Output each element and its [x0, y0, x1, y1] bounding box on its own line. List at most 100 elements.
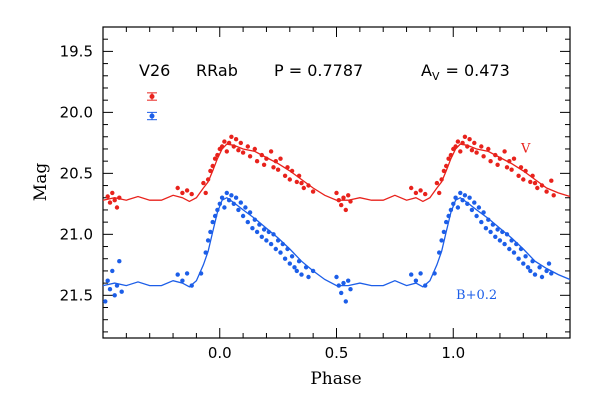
data-point-b — [446, 213, 451, 219]
data-point-b — [299, 272, 304, 277]
data-point-v — [278, 156, 283, 161]
data-point-b — [497, 238, 503, 243]
data-point-b — [296, 259, 302, 264]
data-point-b — [247, 210, 253, 215]
data-point-v — [310, 189, 316, 194]
x-tick-label: 0.5 — [325, 344, 349, 362]
data-point-b — [119, 289, 124, 294]
data-point-b — [268, 241, 274, 247]
data-point-v — [455, 139, 461, 144]
data-point-v — [413, 190, 419, 196]
data-point-b — [184, 271, 190, 276]
data-point-b — [107, 287, 113, 292]
data-point-b — [117, 259, 122, 264]
x-tick-label: 0.0 — [208, 344, 232, 362]
data-point-b — [243, 205, 248, 210]
data-point-b — [458, 190, 463, 196]
data-point-v — [469, 148, 475, 153]
data-point-b — [413, 278, 419, 283]
data-point-b — [460, 198, 465, 203]
data-point-b — [212, 213, 218, 219]
data-point-b — [439, 238, 444, 243]
data-point-b — [521, 261, 526, 266]
data-point-v — [117, 195, 122, 200]
data-point-b — [495, 227, 500, 232]
data-point-v — [444, 163, 449, 169]
data-point-v — [434, 180, 440, 186]
data-point-v — [460, 140, 465, 146]
data-point-b — [539, 274, 545, 280]
data-point-b — [500, 229, 505, 235]
data-point-v — [439, 177, 444, 182]
data-point-v — [551, 193, 556, 198]
data-point-v — [343, 207, 348, 213]
data-point-b — [238, 200, 243, 205]
data-point-v — [348, 199, 353, 204]
data-point-b — [278, 250, 283, 255]
data-point-v — [180, 190, 185, 196]
data-point-v — [495, 162, 500, 167]
data-point-v — [446, 156, 451, 161]
data-point-b — [418, 271, 423, 276]
data-point-b — [523, 254, 528, 259]
data-point-v — [208, 168, 213, 174]
data-point-b — [493, 234, 498, 239]
data-point-b — [287, 261, 292, 266]
data-point-v — [184, 188, 190, 193]
data-point-v — [275, 167, 281, 172]
data-point-b — [189, 283, 194, 288]
data-point-b — [266, 229, 271, 235]
data-point-b — [409, 272, 414, 277]
data-point-b — [208, 229, 213, 235]
data-point-b — [264, 238, 269, 243]
data-point-v — [523, 168, 528, 174]
data-point-b — [465, 201, 470, 206]
data-point-v — [240, 150, 246, 155]
data-point-b — [530, 259, 535, 264]
data-point-v — [462, 134, 468, 139]
fit-curves — [102, 143, 571, 288]
header-star: V26 — [139, 61, 170, 80]
data-point-v — [486, 146, 491, 152]
data-point-v — [441, 168, 447, 174]
data-point-b — [236, 207, 241, 213]
data-point-v — [189, 191, 194, 197]
data-point-v — [107, 200, 113, 205]
data-point-v — [339, 202, 344, 208]
data-point-v — [203, 190, 208, 196]
errorbar-dot — [149, 94, 155, 100]
data-point-v — [112, 198, 117, 203]
data-point-b — [532, 272, 538, 277]
y-tick-label: 21.0 — [60, 225, 93, 243]
data-point-v — [273, 159, 278, 164]
data-point-b — [502, 241, 507, 247]
data-point-b — [346, 278, 351, 283]
data-point-b — [222, 205, 227, 210]
header-type: RRab — [196, 61, 238, 80]
data-point-v — [479, 144, 484, 149]
data-point-v — [448, 152, 454, 158]
data-point-v — [231, 144, 236, 149]
data-point-v — [222, 139, 227, 144]
data-point-b — [110, 268, 115, 274]
data-point-b — [240, 213, 246, 219]
header-period: P = 0.7787 — [274, 61, 363, 80]
x-tick-label: 1.0 — [441, 344, 465, 362]
data-point-b — [114, 283, 120, 288]
data-point-b — [245, 219, 250, 225]
data-point-b — [453, 195, 458, 200]
data-point-v — [114, 205, 120, 210]
data-point-b — [437, 250, 442, 255]
data-point-v — [306, 183, 311, 188]
data-point-b — [203, 250, 208, 255]
data-point-v — [205, 177, 211, 182]
data-point-v — [299, 180, 304, 186]
data-point-v — [282, 173, 288, 178]
data-point-v — [437, 190, 442, 196]
data-point-b — [455, 205, 461, 210]
data-point-b — [544, 268, 549, 274]
data-point-v — [175, 185, 180, 191]
data-point-b — [280, 241, 285, 247]
data-point-b — [310, 268, 316, 274]
